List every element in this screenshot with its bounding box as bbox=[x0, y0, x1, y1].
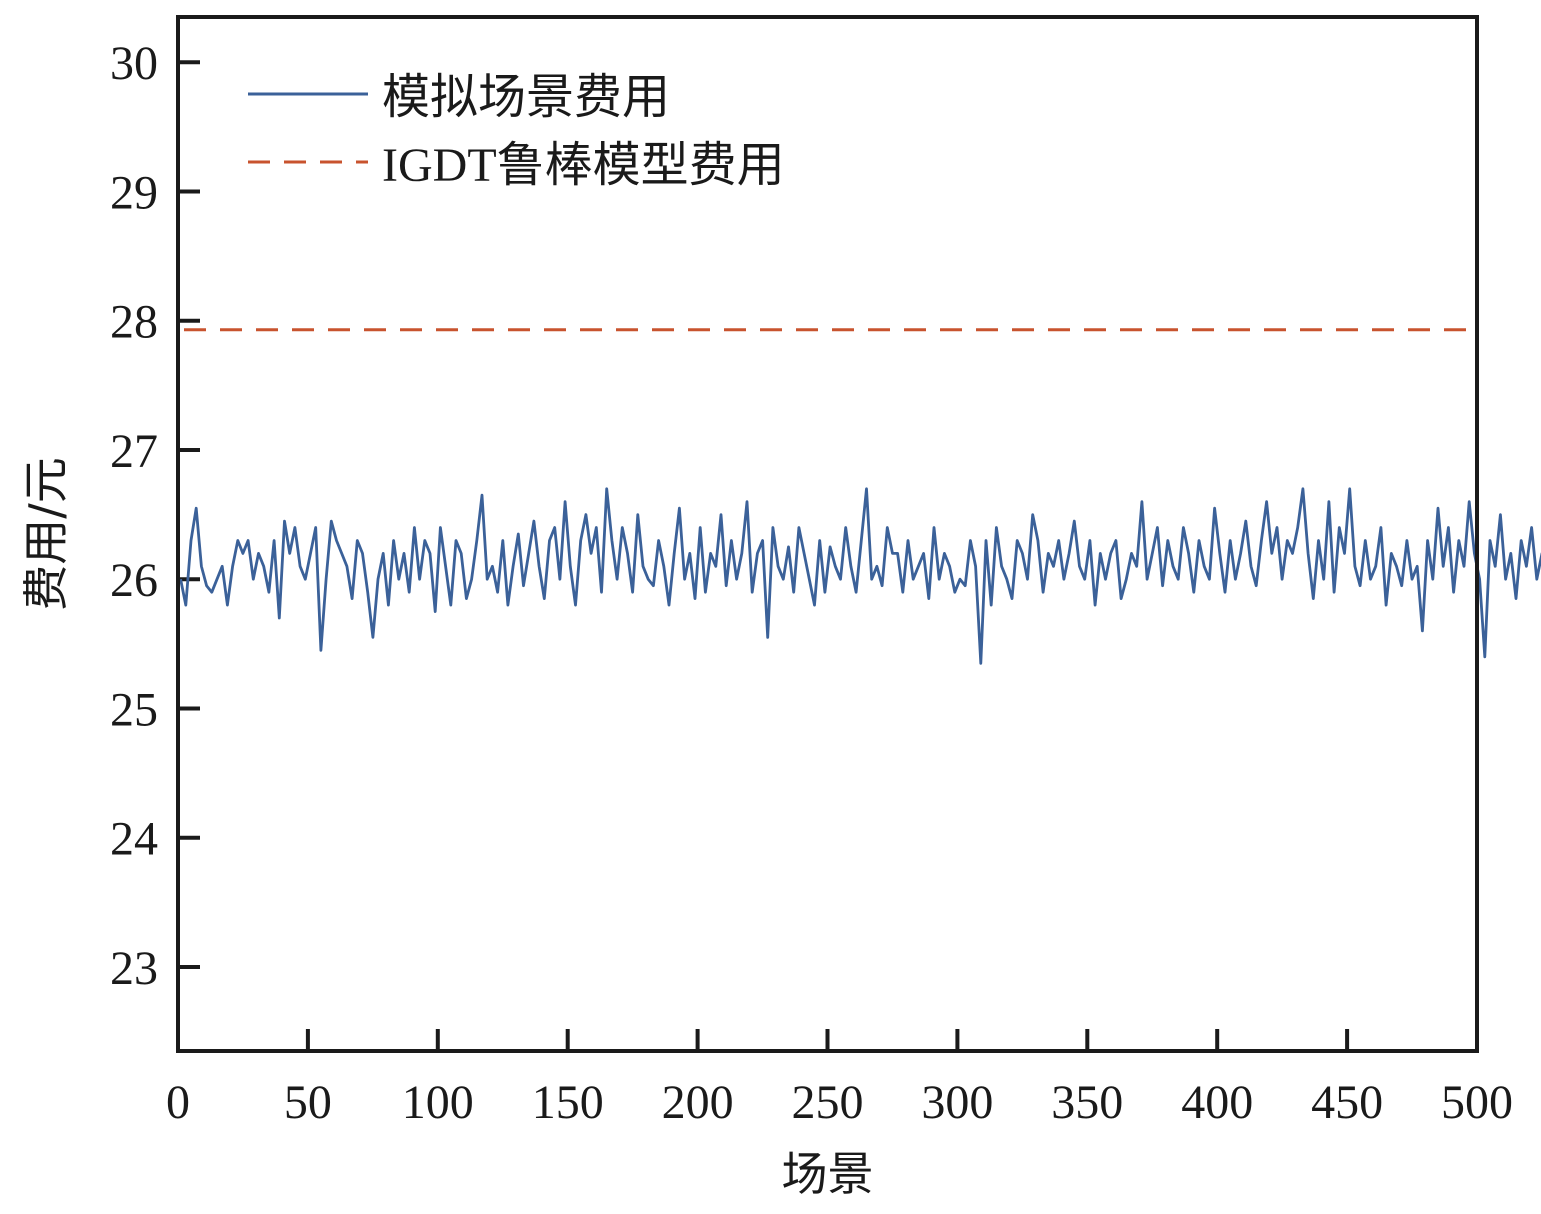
x-tick-label: 200 bbox=[662, 1076, 734, 1129]
legend: 模拟场景费用 IGDT鲁棒模型费用 bbox=[248, 71, 785, 192]
y-tick-label: 28 bbox=[110, 296, 158, 349]
legend-label-simulated-cost: 模拟场景费用 bbox=[382, 71, 670, 124]
x-tick-label: 450 bbox=[1311, 1076, 1383, 1129]
y-tick-label: 30 bbox=[110, 37, 158, 90]
x-tick-label: 50 bbox=[284, 1076, 332, 1129]
x-tick-label: 0 bbox=[166, 1076, 190, 1129]
y-tick-label: 24 bbox=[110, 813, 158, 866]
y-axis-title: 费用/元 bbox=[19, 457, 73, 611]
y-tick-label: 29 bbox=[110, 166, 158, 219]
axis-ticks bbox=[178, 60, 1350, 1051]
x-axis-title: 场景 bbox=[782, 1147, 874, 1201]
x-tick-label: 250 bbox=[792, 1076, 864, 1129]
plot-frame bbox=[176, 15, 1479, 1053]
y-tick-label: 26 bbox=[110, 554, 158, 607]
series-layer bbox=[179, 328, 1541, 665]
x-tick-label: 100 bbox=[402, 1076, 474, 1129]
x-tick-label: 400 bbox=[1181, 1076, 1253, 1129]
y-tick-label: 23 bbox=[110, 942, 158, 995]
series-line-simulated-cost bbox=[179, 487, 1541, 665]
x-tick-label: 300 bbox=[921, 1076, 993, 1129]
x-tick-label: 500 bbox=[1441, 1076, 1513, 1129]
x-tick-label: 350 bbox=[1051, 1076, 1123, 1129]
y-tick-label: 25 bbox=[110, 683, 158, 736]
axis-tick-labels: 0 50 100 150 200 250 300 350 400 450 500 23 24 25 26 27… bbox=[110, 37, 1513, 1129]
x-tick-label: 150 bbox=[532, 1076, 604, 1129]
legend-label-igdt-cost: IGDT鲁棒模型费用 bbox=[382, 139, 785, 192]
y-tick-label: 27 bbox=[110, 425, 158, 478]
